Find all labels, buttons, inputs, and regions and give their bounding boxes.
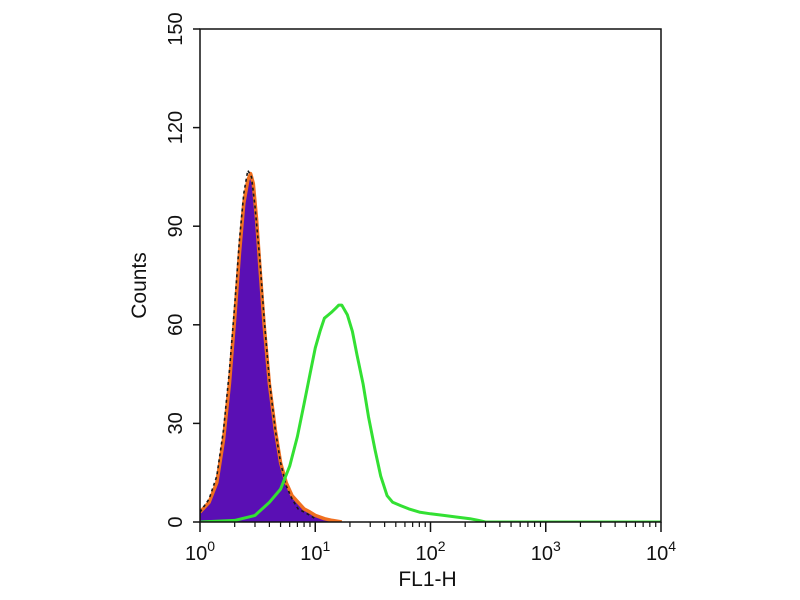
series-1-line (200, 169, 316, 520)
x-tick-label: 101 (300, 538, 330, 565)
x-tick-label: 100 (185, 538, 215, 565)
y-tick-label: 120 (165, 111, 187, 144)
x-tick-label: 102 (415, 538, 445, 565)
y-tick-label: 0 (165, 516, 187, 527)
y-tick-label: 60 (165, 314, 187, 336)
y-tick-label: 30 (165, 412, 187, 434)
x-tick-label: 104 (646, 538, 676, 565)
y-tick-label: 150 (165, 12, 187, 45)
y-axis: 0 30 60 90 120 150 (165, 12, 200, 528)
x-axis-title: FL1-H (398, 568, 456, 591)
series-layer (200, 169, 661, 522)
x-axis: 100 101 102 103 104 (185, 522, 676, 565)
series-0-area (200, 173, 342, 522)
series-2-line (200, 303, 661, 522)
y-axis-title: Counts (128, 252, 151, 319)
series-0-outline (200, 171, 343, 522)
y-tick-label: 90 (165, 215, 187, 237)
x-tick-label: 103 (531, 538, 561, 565)
